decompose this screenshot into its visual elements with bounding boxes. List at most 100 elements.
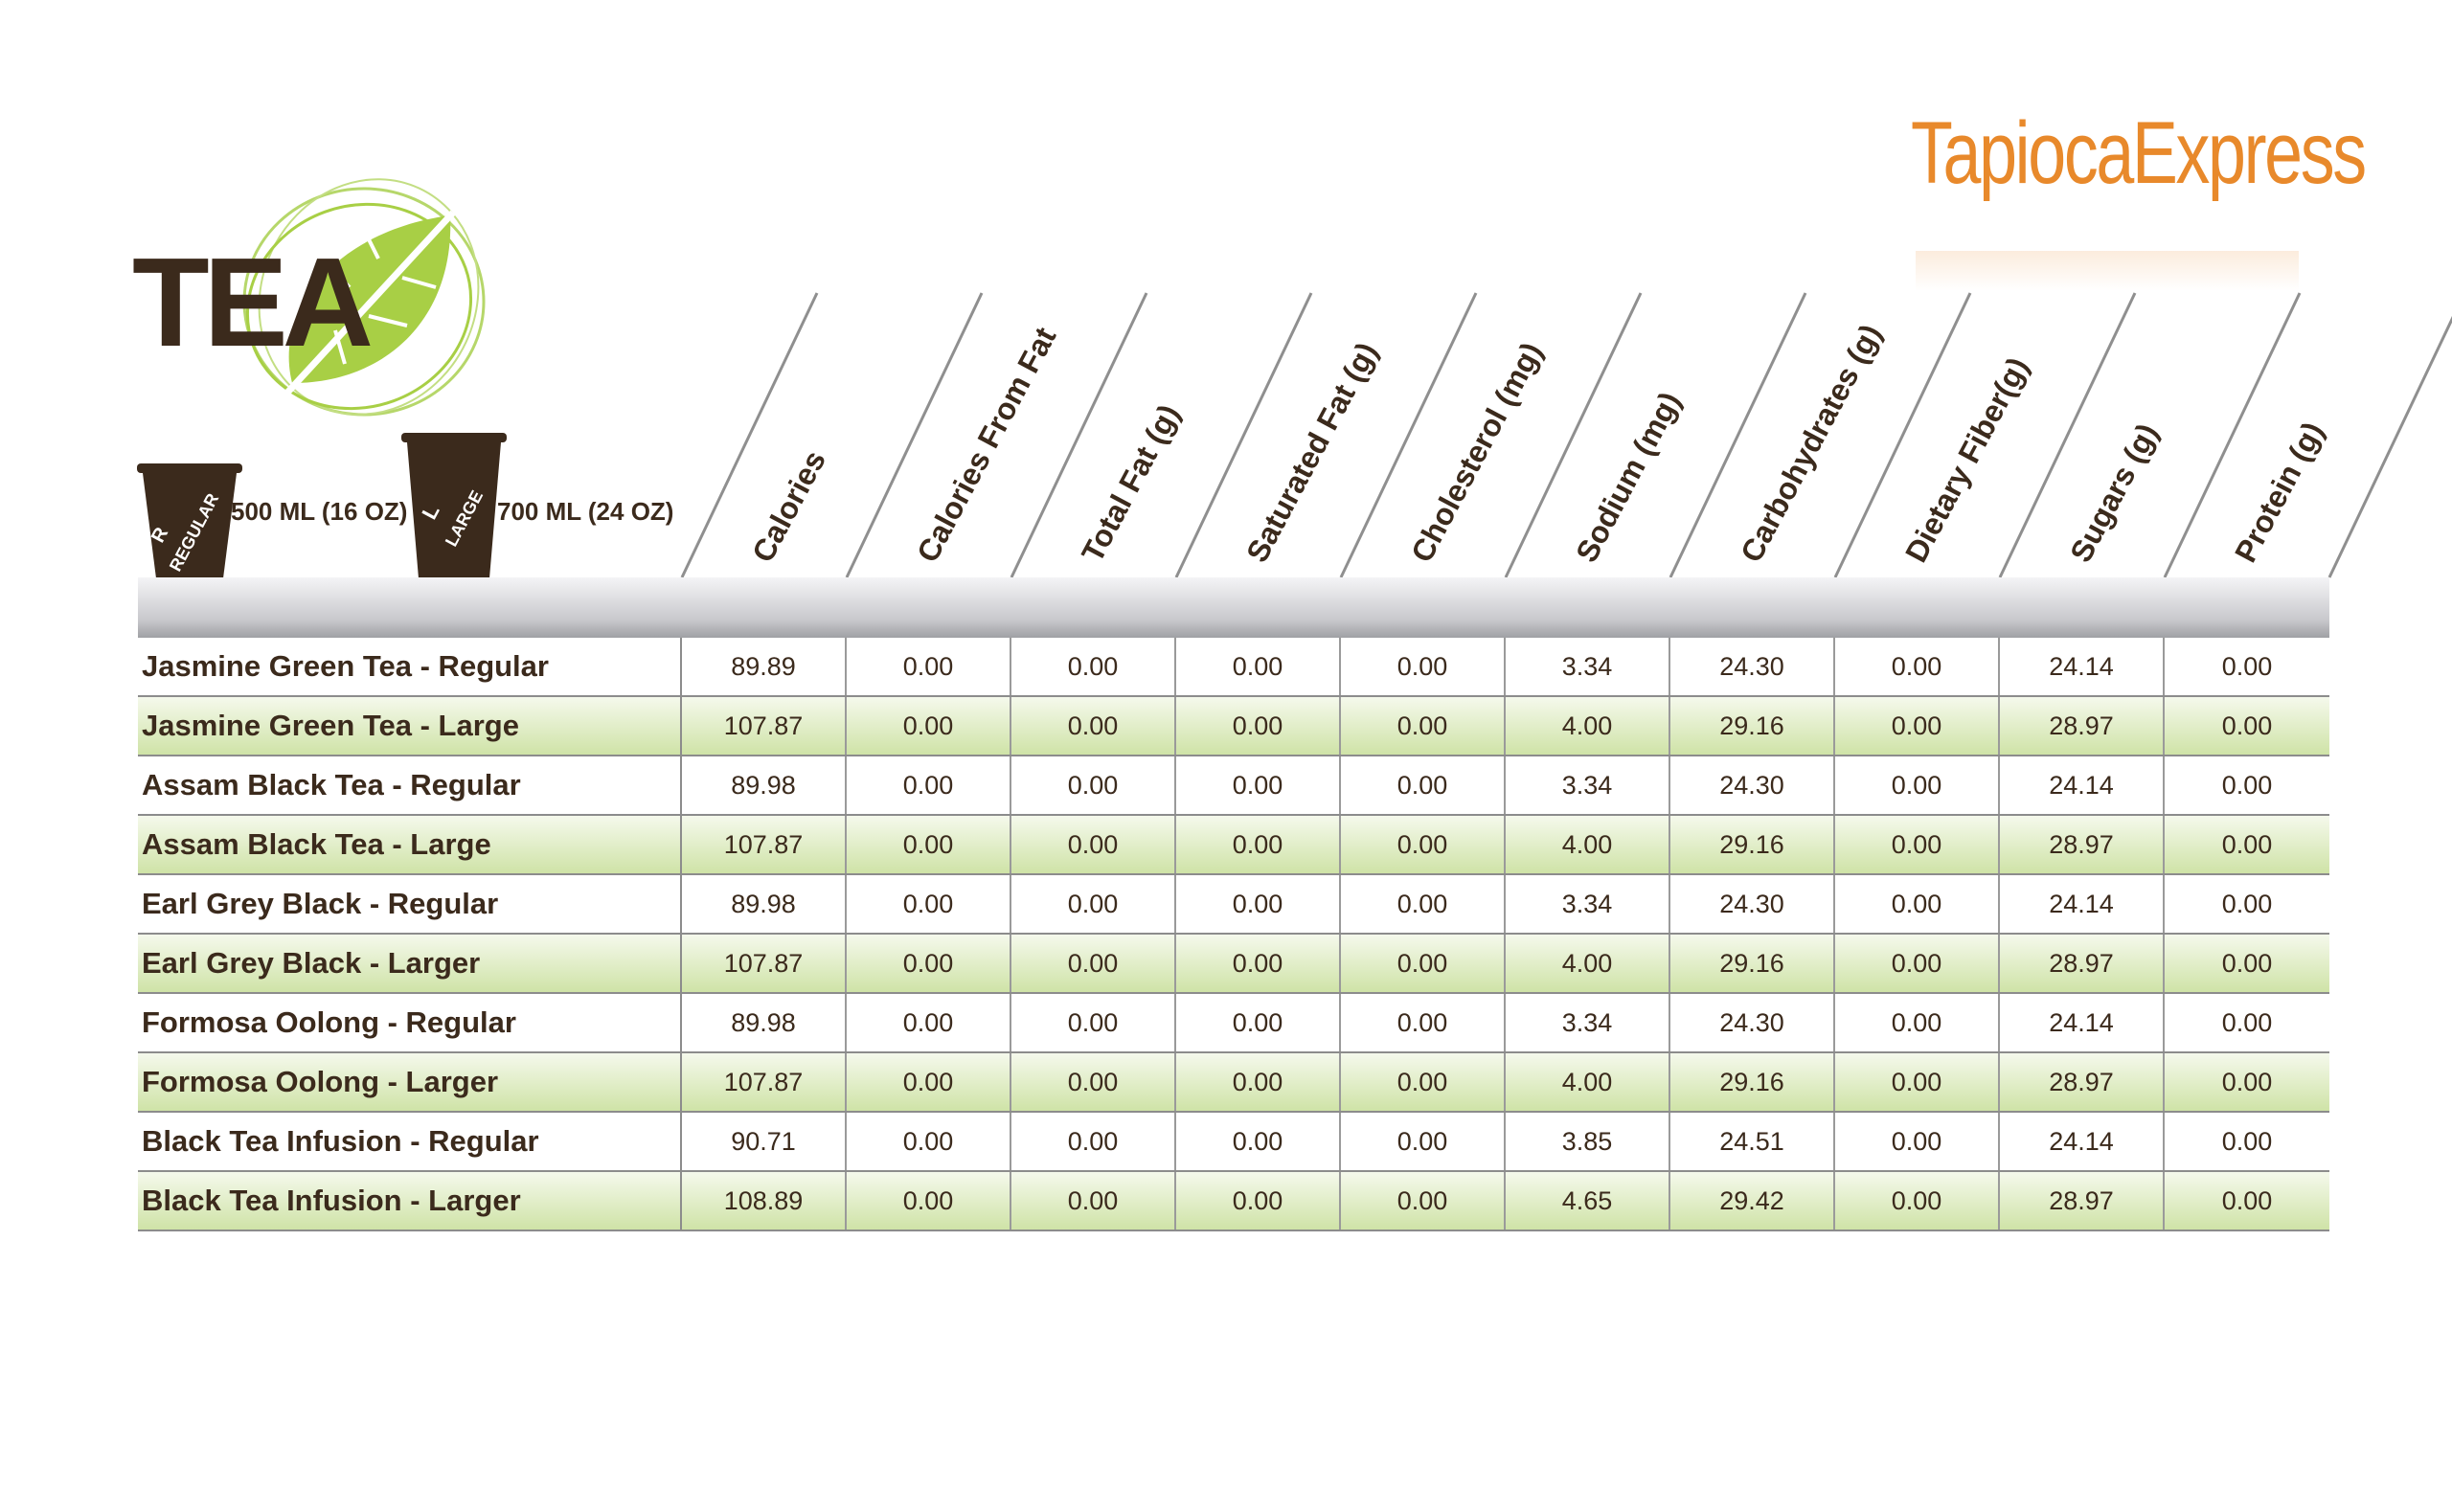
value-cell: 29.16: [1670, 1053, 1835, 1111]
item-name: Jasmine Green Tea - Large: [138, 697, 682, 755]
value-cell: 0.00: [847, 1172, 1011, 1230]
value-cell: 29.16: [1670, 697, 1835, 755]
table-row: Formosa Oolong - Larger 107.87 0.00 0.00 0.0…: [138, 1053, 2329, 1113]
item-name: Earl Grey Black - Larger: [138, 935, 682, 992]
value-cell: 0.00: [1341, 1053, 1506, 1111]
value-cell: 4.00: [1506, 1053, 1670, 1111]
header-divider-line: [2163, 292, 2302, 578]
value-cell: 0.00: [1341, 638, 1506, 695]
value-cell: 0.00: [847, 875, 1011, 933]
value-cell: 3.85: [1506, 1113, 1670, 1170]
value-cell: 89.98: [682, 994, 847, 1051]
value-cell: 24.51: [1670, 1113, 1835, 1170]
page-title: TEA: [132, 232, 374, 372]
value-cell: 0.00: [1835, 756, 2000, 814]
regular-size-volume: 500 ML (16 OZ): [231, 497, 408, 526]
value-cell: 0.00: [1341, 935, 1506, 992]
value-cell: 3.34: [1506, 875, 1670, 933]
table-row: Earl Grey Black - Larger 107.87 0.00 0.00 0.…: [138, 935, 2329, 994]
value-cell: 89.98: [682, 756, 847, 814]
value-cell: 0.00: [1011, 935, 1176, 992]
value-cell: 28.97: [2000, 816, 2165, 873]
value-cell: 89.89: [682, 638, 847, 695]
value-cell: 0.00: [2221, 889, 2273, 918]
value-cell: 0.00: [1011, 756, 1176, 814]
value-cell: 0.00: [1835, 697, 2000, 755]
value-cell: 107.87: [682, 697, 847, 755]
header-divider-line: [1833, 292, 1972, 578]
value-cell: 0.00: [1176, 1172, 1341, 1230]
table-row: Jasmine Green Tea - Large 107.87 0.00 0.00 0…: [138, 697, 2329, 756]
value-cell: 0.00: [1176, 875, 1341, 933]
value-cell: 0.00: [1341, 1172, 1506, 1230]
value-cell: 0.00: [2221, 711, 2273, 740]
value-cell: 0.00: [1176, 697, 1341, 755]
value-cell: 0.00: [2221, 829, 2273, 859]
value-cell: 0.00: [1011, 994, 1176, 1051]
value-cell: 107.87: [682, 816, 847, 873]
value-cell: 108.89: [682, 1172, 847, 1230]
value-cell: 0.00: [2221, 1126, 2273, 1156]
value-cell: 0.00: [2221, 1007, 2273, 1037]
value-cell: 107.87: [682, 1053, 847, 1111]
value-cell: 0.00: [1835, 875, 2000, 933]
header-divider-line: [1504, 292, 1643, 578]
table-row: Black Tea Infusion - Regular 90.71 0.00 0.0…: [138, 1113, 2329, 1172]
leaf-emblem-icon: [242, 178, 486, 417]
header-divider-line: [1174, 292, 1313, 578]
table-row: Formosa Oolong - Regular 89.98 0.00 0.00 0.0…: [138, 994, 2329, 1053]
value-cell: 0.00: [1835, 638, 2000, 695]
value-cell: 24.14: [2000, 756, 2165, 814]
value-cell: 0.00: [1341, 994, 1506, 1051]
value-cell: 28.97: [2000, 1172, 2165, 1230]
header-divider-line: [1339, 292, 1478, 578]
value-cell: 24.14: [2000, 1113, 2165, 1170]
header-divider-line: [1010, 292, 1148, 578]
brand-logo-reflection: [1916, 251, 2299, 291]
value-cell: 0.00: [1341, 697, 1506, 755]
value-cell: 0.00: [1176, 816, 1341, 873]
value-cell: 29.42: [1670, 1172, 1835, 1230]
value-cell: 4.65: [1506, 1172, 1670, 1230]
value-cell: 0.00: [847, 816, 1011, 873]
large-cup-icon: L LARGE: [401, 433, 507, 578]
brand-logo: TapiocaExpress: [1911, 104, 2367, 202]
value-cell: 0.00: [2221, 948, 2273, 978]
value-cell: 0.00: [847, 638, 1011, 695]
value-cell: 0.00: [847, 994, 1011, 1051]
value-cell: 0.00: [1011, 697, 1176, 755]
value-cell: 0.00: [1176, 935, 1341, 992]
value-cell: 4.00: [1506, 697, 1670, 755]
value-cell: 28.97: [2000, 1053, 2165, 1111]
value-cell: 0.00: [847, 756, 1011, 814]
value-cell: 0.00: [1176, 1113, 1341, 1170]
header-divider-line: [1998, 292, 2137, 578]
item-name: Black Tea Infusion - Regular: [138, 1113, 682, 1170]
value-cell: 28.97: [2000, 935, 2165, 992]
value-cell: 28.97: [2000, 697, 2165, 755]
value-cell: 0.00: [1341, 875, 1506, 933]
value-cell: 0.00: [2221, 770, 2273, 800]
table-row: Jasmine Green Tea - Regular 89.89 0.00 0.00…: [138, 638, 2329, 697]
regular-cup-icon: R REGULAR: [137, 463, 242, 578]
value-cell: 0.00: [1011, 1053, 1176, 1111]
item-name: Formosa Oolong - Regular: [138, 994, 682, 1051]
value-cell: 24.14: [2000, 875, 2165, 933]
item-name: Assam Black Tea - Large: [138, 816, 682, 873]
item-name: Formosa Oolong - Larger: [138, 1053, 682, 1111]
value-cell: 0.00: [847, 935, 1011, 992]
table-row: Black Tea Infusion - Larger 108.89 0.00 0.0…: [138, 1172, 2329, 1231]
item-name: Jasmine Green Tea - Regular: [138, 638, 682, 695]
value-cell: 0.00: [847, 1053, 1011, 1111]
value-cell: 89.98: [682, 875, 847, 933]
value-cell: 90.71: [682, 1113, 847, 1170]
value-cell: 0.00: [1176, 638, 1341, 695]
header-divider-line: [845, 292, 984, 578]
table-row: Earl Grey Black - Regular 89.98 0.00 0.00 0.…: [138, 875, 2329, 935]
value-cell: 0.00: [847, 1113, 1011, 1170]
value-cell: 0.00: [2221, 1067, 2273, 1096]
value-cell: 0.00: [1011, 816, 1176, 873]
value-cell: 3.34: [1506, 638, 1670, 695]
value-cell: 0.00: [1835, 1113, 2000, 1170]
header-divider-line: [680, 292, 819, 578]
